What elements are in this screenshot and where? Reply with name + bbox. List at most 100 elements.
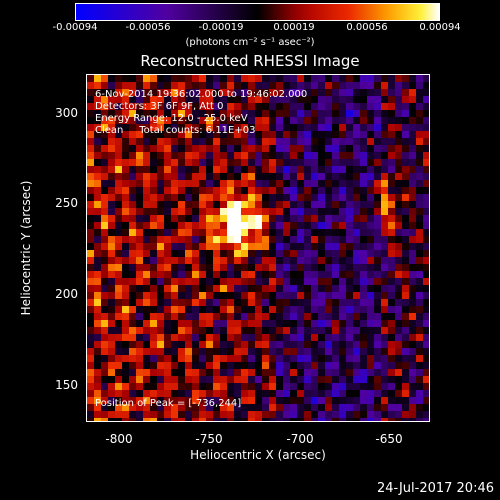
image-pixel bbox=[199, 271, 206, 278]
image-pixel bbox=[248, 404, 255, 411]
image-pixel bbox=[192, 89, 199, 96]
image-pixel bbox=[87, 278, 94, 285]
image-pixel bbox=[290, 173, 297, 180]
image-pixel bbox=[416, 96, 423, 103]
image-pixel bbox=[332, 271, 339, 278]
image-pixel bbox=[346, 376, 353, 383]
image-pixel bbox=[185, 152, 192, 159]
image-pixel bbox=[157, 124, 164, 131]
image-pixel bbox=[423, 145, 429, 152]
image-pixel bbox=[409, 320, 416, 327]
image-pixel bbox=[101, 362, 108, 369]
image-pixel bbox=[213, 131, 220, 138]
image-pixel bbox=[220, 327, 227, 334]
image-pixel bbox=[318, 285, 325, 292]
image-pixel bbox=[164, 215, 171, 222]
image-pixel bbox=[185, 271, 192, 278]
image-pixel bbox=[115, 355, 122, 362]
image-pixel bbox=[395, 285, 402, 292]
image-pixel bbox=[227, 411, 234, 418]
image-pixel bbox=[409, 124, 416, 131]
image-pixel bbox=[332, 362, 339, 369]
image-pixel bbox=[304, 390, 311, 397]
image-pixel bbox=[199, 383, 206, 390]
image-pixel bbox=[318, 327, 325, 334]
image-pixel bbox=[87, 264, 94, 271]
image-pixel bbox=[115, 271, 122, 278]
image-pixel bbox=[150, 313, 157, 320]
image-pixel bbox=[164, 103, 171, 110]
image-pixel bbox=[171, 362, 178, 369]
image-pixel bbox=[178, 313, 185, 320]
image-pixel bbox=[94, 320, 101, 327]
image-pixel bbox=[87, 117, 94, 124]
image-pixel bbox=[136, 411, 143, 418]
image-pixel bbox=[290, 397, 297, 404]
image-pixel bbox=[318, 194, 325, 201]
image-pixel bbox=[108, 222, 115, 229]
image-pixel bbox=[283, 362, 290, 369]
image-pixel bbox=[164, 152, 171, 159]
image-pixel bbox=[213, 194, 220, 201]
image-pixel bbox=[220, 243, 227, 250]
image-pixel bbox=[150, 208, 157, 215]
image-pixel bbox=[94, 376, 101, 383]
image-pixel bbox=[262, 397, 269, 404]
image-pixel bbox=[255, 208, 262, 215]
image-pixel bbox=[409, 383, 416, 390]
image-pixel bbox=[87, 166, 94, 173]
image-pixel bbox=[206, 285, 213, 292]
image-pixel bbox=[157, 257, 164, 264]
image-pixel bbox=[339, 292, 346, 299]
image-pixel bbox=[101, 271, 108, 278]
image-pixel bbox=[227, 292, 234, 299]
image-pixel bbox=[353, 208, 360, 215]
image-pixel bbox=[416, 348, 423, 355]
image-pixel bbox=[115, 215, 122, 222]
image-pixel bbox=[115, 103, 122, 110]
image-pixel bbox=[325, 404, 332, 411]
image-pixel bbox=[311, 390, 318, 397]
image-pixel bbox=[318, 313, 325, 320]
image-pixel bbox=[325, 334, 332, 341]
image-pixel bbox=[241, 341, 248, 348]
image-pixel bbox=[178, 257, 185, 264]
image-pixel bbox=[262, 264, 269, 271]
image-pixel bbox=[220, 264, 227, 271]
image-pixel bbox=[192, 145, 199, 152]
image-pixel bbox=[136, 313, 143, 320]
image-pixel bbox=[150, 222, 157, 229]
image-pixel bbox=[94, 306, 101, 313]
image-pixel bbox=[409, 404, 416, 411]
image-pixel bbox=[115, 159, 122, 166]
image-pixel bbox=[311, 362, 318, 369]
image-pixel bbox=[101, 201, 108, 208]
image-pixel bbox=[402, 320, 409, 327]
image-pixel bbox=[248, 138, 255, 145]
image-pixel bbox=[423, 334, 429, 341]
image-pixel bbox=[276, 96, 283, 103]
image-pixel bbox=[297, 110, 304, 117]
image-pixel bbox=[192, 341, 199, 348]
image-pixel bbox=[416, 362, 423, 369]
image-pixel bbox=[318, 145, 325, 152]
image-pixel bbox=[367, 194, 374, 201]
image-pixel bbox=[171, 194, 178, 201]
image-pixel bbox=[143, 390, 150, 397]
image-pixel bbox=[269, 131, 276, 138]
image-pixel bbox=[367, 341, 374, 348]
image-pixel bbox=[423, 89, 429, 96]
image-pixel bbox=[157, 334, 164, 341]
image-pixel bbox=[311, 229, 318, 236]
image-pixel bbox=[185, 369, 192, 376]
image-pixel bbox=[220, 334, 227, 341]
image-pixel bbox=[108, 411, 115, 418]
image-pixel bbox=[185, 208, 192, 215]
image-pixel bbox=[381, 264, 388, 271]
image-pixel bbox=[101, 397, 108, 404]
image-pixel bbox=[248, 117, 255, 124]
image-pixel bbox=[353, 180, 360, 187]
image-pixel bbox=[374, 292, 381, 299]
image-pixel bbox=[276, 222, 283, 229]
image-pixel bbox=[185, 236, 192, 243]
